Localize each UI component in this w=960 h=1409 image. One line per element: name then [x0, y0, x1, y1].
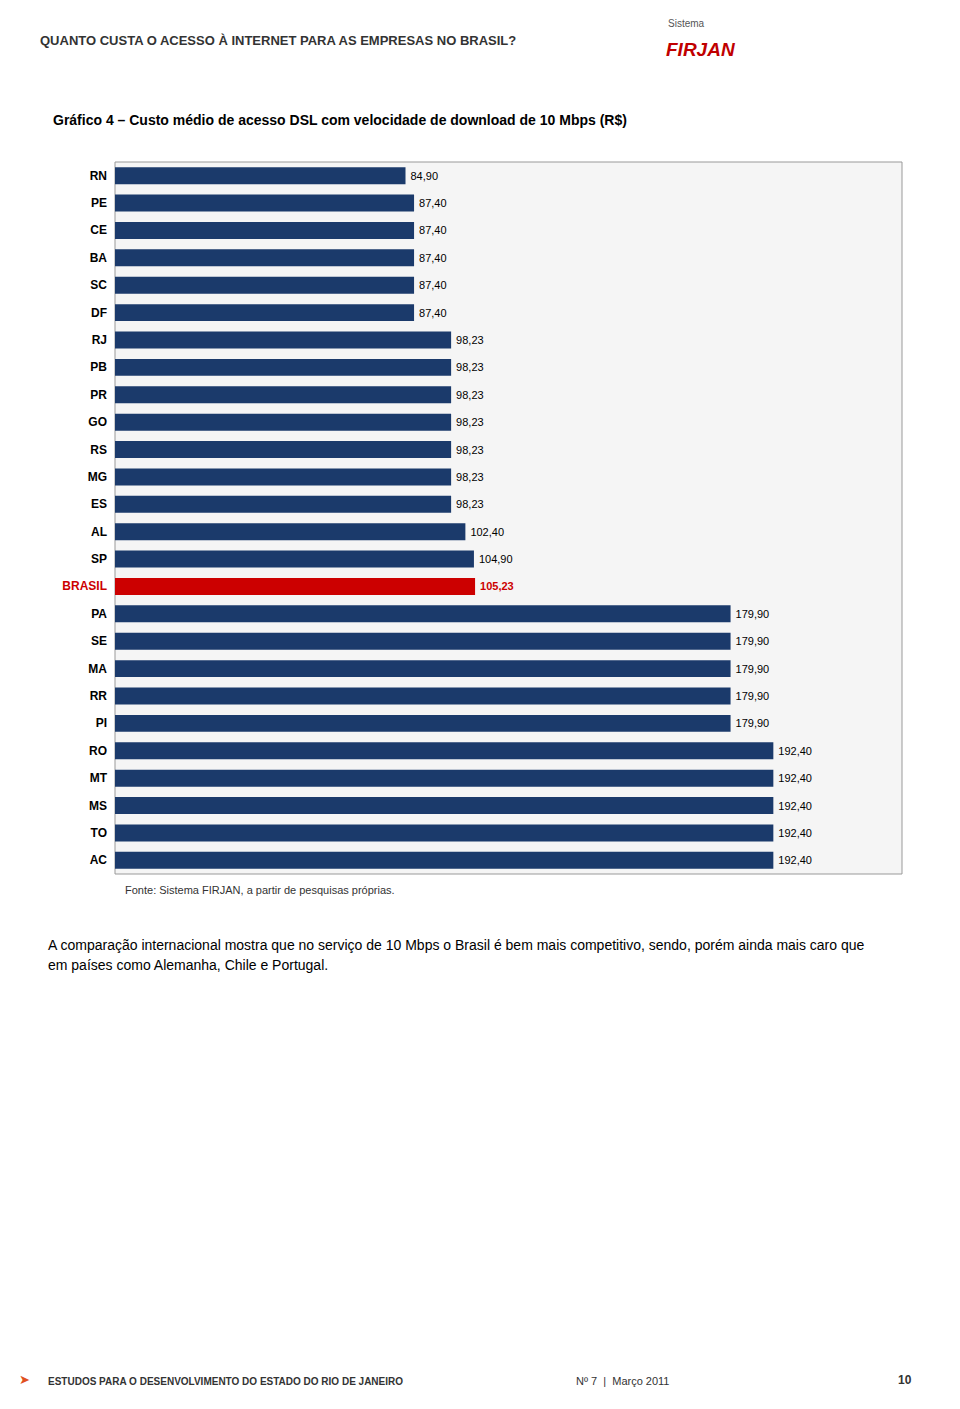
svg-text:87,40: 87,40	[419, 197, 447, 209]
svg-text:87,40: 87,40	[419, 307, 447, 319]
svg-text:104,90: 104,90	[479, 553, 513, 565]
svg-text:87,40: 87,40	[419, 224, 447, 236]
svg-text:87,40: 87,40	[419, 279, 447, 291]
svg-text:RR: RR	[90, 689, 108, 703]
svg-text:ES: ES	[91, 497, 107, 511]
svg-text:PB: PB	[90, 360, 107, 374]
svg-text:MT: MT	[90, 771, 108, 785]
svg-text:Fonte: Sistema FIRJAN, a parti: Fonte: Sistema FIRJAN, a partir de pesqu…	[125, 884, 395, 896]
svg-text:179,90: 179,90	[736, 690, 770, 702]
svg-text:PA: PA	[91, 607, 107, 621]
svg-text:179,90: 179,90	[736, 608, 770, 620]
svg-text:GO: GO	[88, 415, 107, 429]
svg-text:179,90: 179,90	[736, 717, 770, 729]
svg-text:RN: RN	[90, 169, 107, 183]
svg-text:PI: PI	[96, 716, 107, 730]
svg-text:98,23: 98,23	[456, 444, 484, 456]
svg-text:Nº 7 | Março 2011: Nº 7 | Março 2011	[576, 1375, 670, 1387]
svg-text:179,90: 179,90	[736, 663, 770, 675]
svg-text:98,23: 98,23	[456, 471, 484, 483]
svg-text:BRASIL: BRASIL	[62, 579, 107, 593]
svg-text:102,40: 102,40	[470, 526, 504, 538]
svg-text:PR: PR	[90, 388, 107, 402]
svg-text:RS: RS	[90, 443, 107, 457]
svg-text:ESTUDOS PARA O DESENVOLVIMENTO: ESTUDOS PARA O DESENVOLVIMENTO DO ESTADO…	[48, 1376, 403, 1387]
svg-text:98,23: 98,23	[456, 389, 484, 401]
svg-text:Sistema: Sistema	[668, 18, 705, 29]
svg-text:MA: MA	[88, 662, 107, 676]
svg-text:98,23: 98,23	[456, 334, 484, 346]
svg-text:RO: RO	[89, 744, 107, 758]
svg-text:98,23: 98,23	[456, 416, 484, 428]
svg-text:SP: SP	[91, 552, 107, 566]
svg-text:A comparação internacional mos: A comparação internacional mostra que no…	[48, 937, 868, 953]
svg-text:192,40: 192,40	[778, 854, 812, 866]
svg-text:em países como Alemanha, Chile: em países como Alemanha, Chile e Portuga…	[48, 957, 328, 973]
svg-text:FIRJAN: FIRJAN	[666, 39, 736, 60]
svg-text:98,23: 98,23	[456, 498, 484, 510]
svg-text:AC: AC	[90, 853, 108, 867]
svg-text:192,40: 192,40	[778, 827, 812, 839]
svg-text:192,40: 192,40	[778, 800, 812, 812]
svg-text:QUANTO CUSTA O ACESSO À INTERN: QUANTO CUSTA O ACESSO À INTERNET PARA AS…	[40, 33, 516, 48]
svg-text:179,90: 179,90	[736, 635, 770, 647]
svg-text:PE: PE	[91, 196, 107, 210]
svg-text:CE: CE	[90, 223, 107, 237]
svg-text:105,23: 105,23	[480, 580, 514, 592]
svg-text:MG: MG	[88, 470, 107, 484]
svg-text:84,90: 84,90	[411, 170, 439, 182]
svg-text:➤: ➤	[19, 1372, 30, 1387]
svg-text:BA: BA	[90, 251, 108, 265]
svg-text:192,40: 192,40	[778, 772, 812, 784]
svg-text:Gráfico 4 – Custo médio de ace: Gráfico 4 – Custo médio de acesso DSL co…	[53, 112, 627, 128]
svg-text:SE: SE	[91, 634, 107, 648]
svg-text:10: 10	[898, 1373, 912, 1387]
svg-text:TO: TO	[91, 826, 107, 840]
svg-text:192,40: 192,40	[778, 745, 812, 757]
svg-text:98,23: 98,23	[456, 361, 484, 373]
svg-text:SC: SC	[90, 278, 107, 292]
svg-text:DF: DF	[91, 306, 107, 320]
svg-text:RJ: RJ	[92, 333, 107, 347]
svg-text:87,40: 87,40	[419, 252, 447, 264]
svg-text:MS: MS	[89, 799, 107, 813]
svg-text:AL: AL	[91, 525, 107, 539]
